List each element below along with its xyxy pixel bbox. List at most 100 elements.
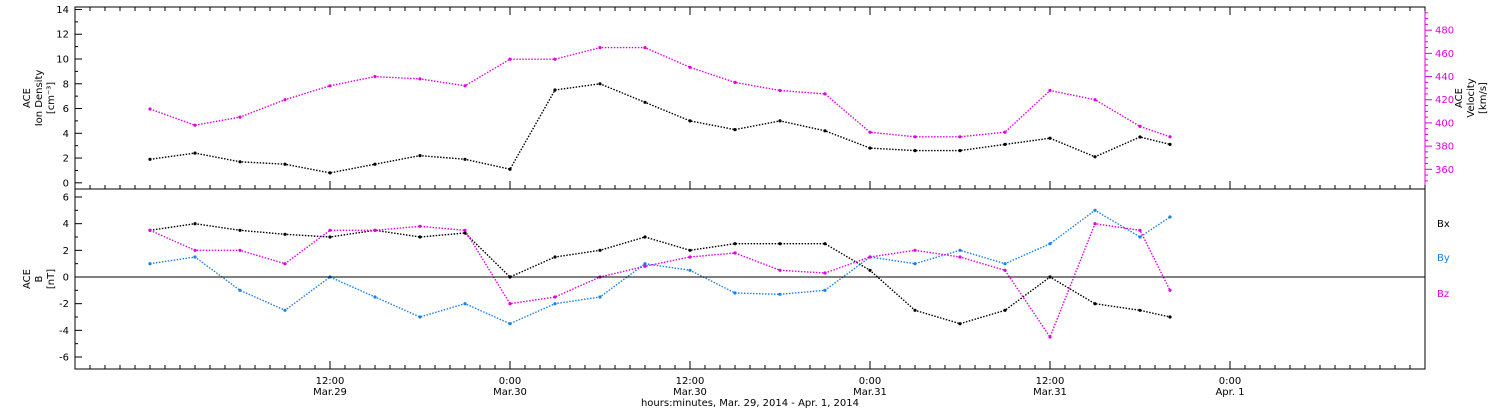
series-density-point <box>778 119 782 123</box>
series-bz-point <box>1003 268 1007 272</box>
top-right-tick-label: 440 <box>1435 72 1454 83</box>
bottom-panel-series <box>148 208 1172 339</box>
top-right-ylabel-line3: [km/s] <box>1478 82 1489 114</box>
series-velocity-point <box>688 65 692 69</box>
series-density-point <box>193 151 197 155</box>
series-bx-point <box>1003 308 1007 312</box>
series-by-point <box>958 248 962 252</box>
series-bz-point <box>418 224 422 228</box>
series-bx-point <box>1168 315 1172 319</box>
series-density-point <box>1168 142 1172 146</box>
x-tick-label-date: Mar.30 <box>493 387 527 398</box>
series-density-point <box>823 129 827 133</box>
x-tick-label-time: 12:00 <box>676 376 705 387</box>
series-velocity-point <box>283 98 287 102</box>
series-bx-point <box>598 248 602 252</box>
top-left-tick-label: 12 <box>56 30 69 41</box>
legend-bx: Bx <box>1437 219 1450 230</box>
series-bx-line <box>149 222 1171 325</box>
series-velocity-point <box>508 57 512 61</box>
series-bz-point <box>283 262 287 266</box>
series-by-point <box>1168 215 1172 219</box>
series-bz-point <box>1048 335 1052 339</box>
top-right-tick-label: 420 <box>1435 95 1454 106</box>
x-tick-label-time: 0:00 <box>859 376 881 387</box>
top-panel-series <box>148 46 1172 175</box>
top-right-ylabel-line2: Velocity <box>1466 78 1477 117</box>
series-by-point <box>553 302 557 306</box>
series-density-point <box>238 160 242 164</box>
series-density-point <box>553 88 557 92</box>
series-bz-point <box>823 271 827 275</box>
series-bx-point <box>778 242 782 246</box>
bottom-left-tick-label: -4 <box>59 326 69 337</box>
series-velocity-point <box>643 46 647 50</box>
series-density-point <box>148 157 152 161</box>
series-by-point <box>148 262 152 266</box>
top-left-ylabel-line3: [cm⁻³] <box>46 82 57 114</box>
series-by-point <box>373 295 377 299</box>
series-velocity-point <box>193 123 197 127</box>
series-density-point <box>1048 136 1052 140</box>
series-velocity-point <box>328 84 332 88</box>
top-left-tick-label: 10 <box>56 55 69 66</box>
bottom-ylabel-line1: ACE <box>22 269 33 289</box>
series-velocity-point <box>148 107 152 111</box>
series-bz-point <box>958 255 962 259</box>
bottom-ylabel-line2: B <box>34 275 45 282</box>
series-density-point <box>1003 142 1007 146</box>
top-left-tick-label: 0 <box>63 178 69 189</box>
series-by-point <box>418 315 422 319</box>
bottom-left-tick-label: 2 <box>63 246 69 257</box>
x-tick-label-time: 0:00 <box>1219 376 1241 387</box>
x-tick-label-date: Mar.29 <box>313 387 347 398</box>
series-by-point <box>508 322 512 326</box>
series-by-point <box>778 292 782 296</box>
top-right-tick-label: 400 <box>1435 118 1454 129</box>
series-density-point <box>508 167 512 171</box>
top-right-tick-label: 460 <box>1435 49 1454 60</box>
axis-ticks: 0 2 4 6 8 10 12 14 360 380 400 420 440 460 480 -6 -4 -2 0 2… <box>56 5 1454 398</box>
series-by-point <box>193 255 197 259</box>
series-density-point <box>283 162 287 166</box>
series-density-line <box>149 83 1171 174</box>
series-by-point <box>1003 262 1007 266</box>
bottom-ylabel-line3: [nT] <box>46 269 57 289</box>
series-bx-point <box>823 242 827 246</box>
series-by-point <box>1138 235 1142 239</box>
series-velocity-point <box>733 80 737 84</box>
series-bz-point <box>688 255 692 259</box>
series-bx-point <box>328 235 332 239</box>
series-bz-point <box>1093 222 1097 226</box>
series-velocity-point <box>868 130 872 134</box>
series-by-point <box>913 262 917 266</box>
series-bz-point <box>1138 228 1142 232</box>
series-bx-point <box>733 242 737 246</box>
x-tick-label-time: 12:00 <box>316 376 345 387</box>
series-bx-point <box>418 235 422 239</box>
series-velocity-point <box>1093 98 1097 102</box>
series-density-point <box>868 146 872 150</box>
x-axis-title: hours:minutes, Mar. 29, 2014 - Apr. 1, 2… <box>641 398 859 409</box>
series-velocity-point <box>463 84 467 88</box>
series-bz-point <box>913 248 917 252</box>
top-left-ylabel-line2: Ion Density <box>34 70 45 127</box>
series-by-point <box>598 295 602 299</box>
x-tick-label-date: Mar.30 <box>673 387 707 398</box>
x-tick-label-date: Mar.31 <box>853 387 887 398</box>
series-bx-point <box>238 228 242 232</box>
top-right-tick-label: 380 <box>1435 142 1454 153</box>
x-tick-label-date: Apr. 1 <box>1215 387 1244 398</box>
series-density-point <box>373 162 377 166</box>
series-bz-point <box>643 264 647 268</box>
top-right-tick-label: 360 <box>1435 165 1454 176</box>
series-by-point <box>688 268 692 272</box>
series-bx-point <box>193 222 197 226</box>
series-by-point <box>1048 242 1052 246</box>
bottom-panel-frame <box>74 188 1426 370</box>
series-velocity-point <box>1138 124 1142 128</box>
series-bz-point <box>553 295 557 299</box>
legend-by: By <box>1437 253 1450 264</box>
bottom-left-tick-label: 4 <box>63 219 69 230</box>
